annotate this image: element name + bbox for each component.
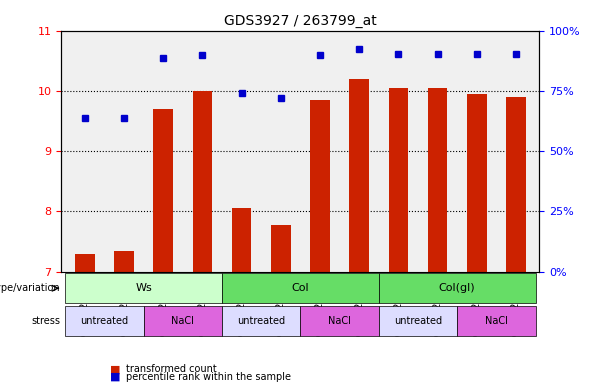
FancyBboxPatch shape bbox=[143, 306, 222, 336]
FancyBboxPatch shape bbox=[65, 273, 222, 303]
Bar bbox=[467, 94, 487, 271]
FancyBboxPatch shape bbox=[300, 306, 379, 336]
Text: percentile rank within the sample: percentile rank within the sample bbox=[126, 372, 291, 382]
Bar bbox=[389, 88, 408, 271]
Text: untreated: untreated bbox=[237, 316, 285, 326]
Title: GDS3927 / 263799_at: GDS3927 / 263799_at bbox=[224, 14, 377, 28]
Bar bbox=[192, 91, 212, 271]
FancyBboxPatch shape bbox=[222, 306, 300, 336]
Bar bbox=[114, 251, 134, 271]
Text: untreated: untreated bbox=[80, 316, 129, 326]
Text: Ws: Ws bbox=[135, 283, 152, 293]
Bar bbox=[75, 253, 94, 271]
Bar bbox=[232, 209, 251, 271]
Text: Col(gl): Col(gl) bbox=[439, 283, 476, 293]
Text: transformed count: transformed count bbox=[126, 364, 216, 374]
Text: genotype/variation: genotype/variation bbox=[0, 283, 61, 293]
FancyBboxPatch shape bbox=[222, 273, 379, 303]
FancyBboxPatch shape bbox=[65, 306, 143, 336]
Text: stress: stress bbox=[31, 316, 61, 326]
Bar bbox=[310, 100, 330, 271]
Bar bbox=[271, 225, 291, 271]
Text: ■: ■ bbox=[110, 364, 121, 374]
Text: ■: ■ bbox=[110, 372, 121, 382]
Text: NaCl: NaCl bbox=[328, 316, 351, 326]
FancyBboxPatch shape bbox=[457, 306, 536, 336]
Text: NaCl: NaCl bbox=[172, 316, 194, 326]
FancyBboxPatch shape bbox=[379, 273, 536, 303]
Bar bbox=[506, 97, 526, 271]
Bar bbox=[153, 109, 173, 271]
Bar bbox=[428, 88, 447, 271]
FancyBboxPatch shape bbox=[379, 306, 457, 336]
Text: Col: Col bbox=[292, 283, 309, 293]
Text: NaCl: NaCl bbox=[485, 316, 508, 326]
Text: untreated: untreated bbox=[394, 316, 442, 326]
Bar bbox=[349, 79, 369, 271]
